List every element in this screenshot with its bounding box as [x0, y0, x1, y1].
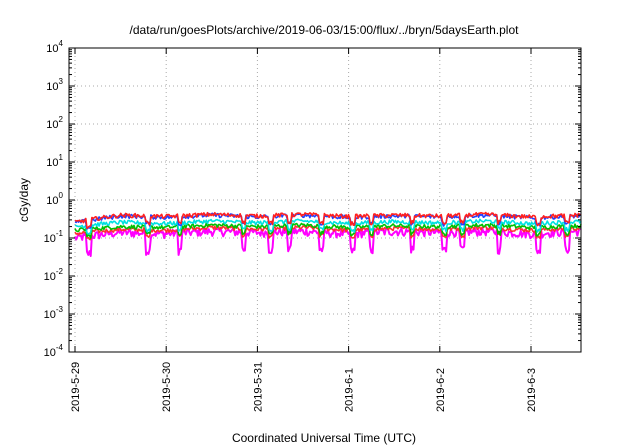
x-tick-labels: 2019-5-29 2019-5-30 2019-5-31 2019-6-1 2019-…	[70, 362, 538, 412]
y-tick-label: 103	[46, 77, 63, 93]
series-line	[74, 222, 582, 239]
x-tick-label: 2019-6-1	[344, 368, 356, 412]
x-tick-label: 2019-6-3	[526, 368, 538, 412]
y-tick-labels: 10-4 10-3 10-2 10-1 100 101 102 103 104	[44, 39, 64, 359]
y-tick-label: 104	[46, 39, 63, 55]
x-axis-label: Coordinated Universal Time (UTC)	[232, 431, 416, 445]
series-layer	[74, 211, 582, 257]
series-line	[74, 211, 582, 230]
ticks	[69, 47, 581, 353]
x-tick-label: 2019-5-30	[161, 362, 173, 412]
y-tick-label: 10-2	[44, 267, 64, 283]
grid	[69, 48, 581, 352]
y-tick-label: 101	[46, 153, 63, 169]
y-tick-label: 100	[46, 191, 63, 207]
x-tick-label: 2019-5-31	[252, 362, 264, 412]
y-axis-label: cGy/day	[17, 178, 31, 222]
x-tick-label: 2019-6-2	[435, 368, 447, 412]
y-tick-label: 10-3	[44, 305, 64, 321]
x-tick-label: 2019-5-29	[70, 362, 82, 412]
y-tick-label: 102	[46, 115, 63, 131]
y-tick-label: 10-4	[44, 343, 64, 359]
y-tick-label: 10-1	[44, 229, 64, 245]
chart-title: /data/run/goesPlots/archive/2019-06-03/1…	[130, 23, 520, 37]
